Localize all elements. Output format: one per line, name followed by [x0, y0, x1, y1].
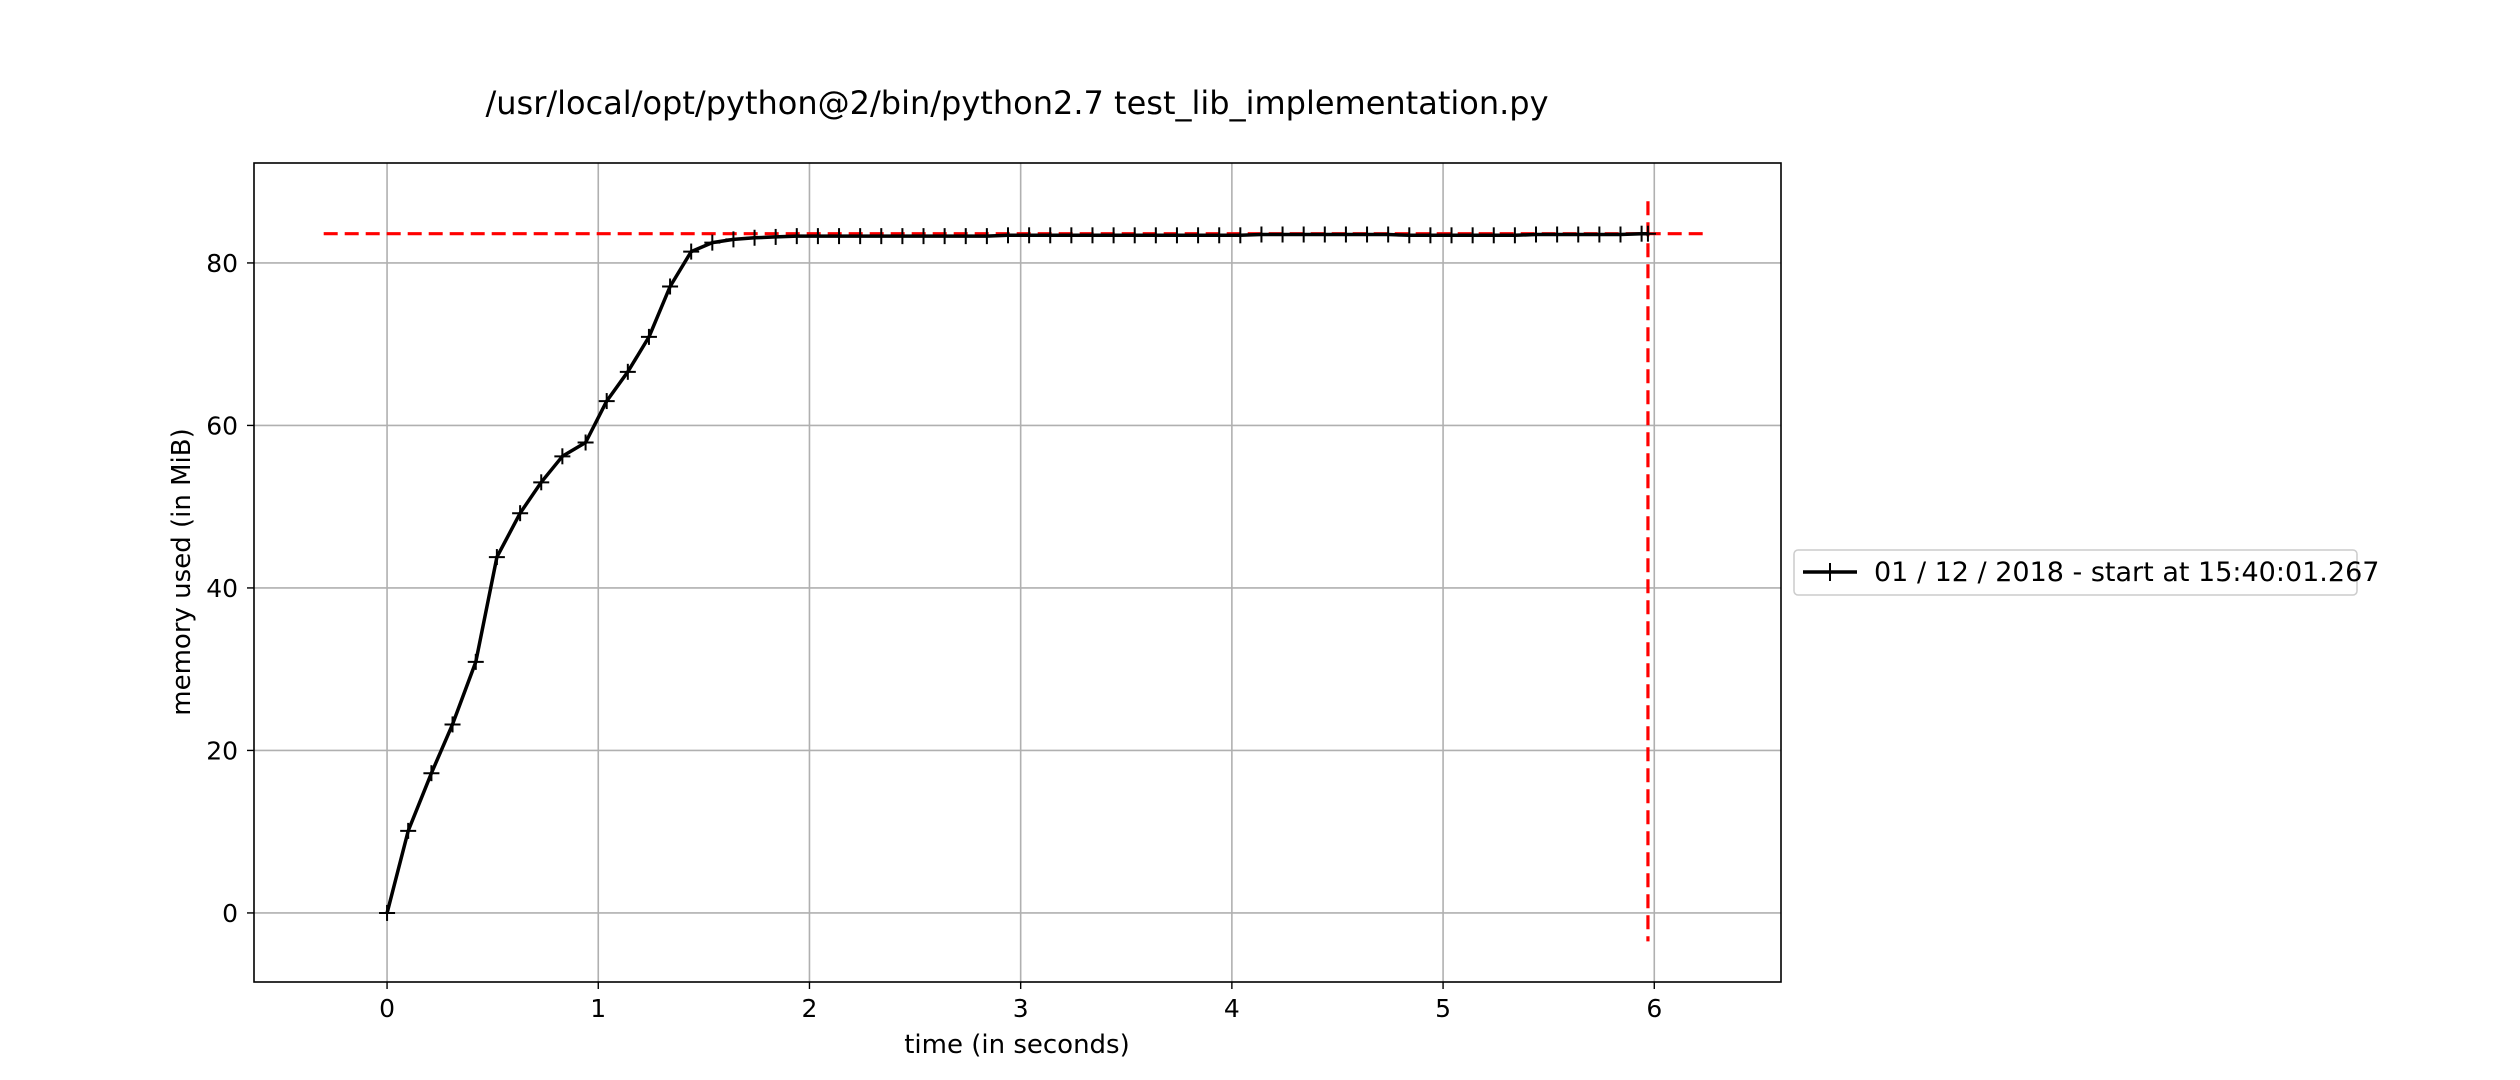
x-tick-label: 6 [1646, 994, 1662, 1023]
data-point-marker [619, 363, 636, 380]
x-tick-label: 1 [590, 994, 606, 1023]
data-point-marker [598, 393, 615, 410]
data-point-marker [852, 228, 869, 245]
data-point-marker [1105, 227, 1122, 244]
data-point-marker [488, 549, 505, 566]
data-point-marker [1274, 226, 1291, 243]
data-point-marker [1042, 227, 1059, 244]
data-point-marker [1359, 226, 1376, 243]
data-point-marker [978, 228, 995, 245]
data-point-marker [1443, 227, 1460, 244]
data-point-marker [1337, 226, 1354, 243]
data-point-marker [662, 278, 679, 295]
data-point-marker [1401, 227, 1418, 244]
data-point-marker [1253, 226, 1270, 243]
data-point-marker [554, 448, 571, 465]
data-point-marker [577, 434, 594, 451]
data-point-marker [725, 231, 742, 248]
data-point-marker [1506, 227, 1523, 244]
data-point-marker [1211, 227, 1228, 244]
data-point-marker [1591, 226, 1608, 243]
data-point-marker [809, 228, 826, 245]
x-tick-label: 0 [379, 994, 395, 1023]
data-point-marker [1639, 225, 1656, 242]
data-point-marker [1232, 227, 1249, 244]
data-point-marker [1485, 227, 1502, 244]
data-point-marker [1612, 226, 1629, 243]
y-tick-label: 20 [206, 736, 238, 765]
y-tick-label: 0 [222, 899, 238, 928]
data-point-marker [915, 228, 932, 245]
x-axis-label: time (in seconds) [904, 1030, 1130, 1060]
grid-lines [254, 163, 1781, 982]
data-point-marker [423, 765, 440, 782]
x-tick-label: 2 [802, 994, 818, 1023]
data-point-marker [1295, 226, 1312, 243]
legend-box [1793, 549, 2358, 596]
data-point-marker [512, 505, 529, 522]
data-point-marker [1063, 227, 1080, 244]
data-point-marker [1464, 227, 1481, 244]
data-point-marker [1147, 227, 1164, 244]
data-point-marker [873, 228, 890, 245]
y-axis-label: memory used (in MiB) [167, 428, 197, 715]
series-layer [379, 225, 1656, 921]
data-point-marker [936, 228, 953, 245]
data-point-marker [894, 228, 911, 245]
data-point-marker [767, 228, 784, 245]
data-point-marker [400, 822, 417, 839]
data-point-marker [1422, 227, 1439, 244]
data-point-marker [1549, 226, 1566, 243]
data-point-marker [683, 243, 700, 260]
x-tick-label: 4 [1224, 994, 1240, 1023]
data-point-marker [1190, 227, 1207, 244]
y-tick-label: 80 [206, 249, 238, 278]
data-point-marker [788, 228, 805, 245]
legend: 01 / 12 / 2018 - start at 15:40:01.267 [1793, 549, 2379, 596]
data-point-marker [379, 904, 396, 921]
data-point-marker [1570, 226, 1587, 243]
y-tick-label: 60 [206, 411, 238, 440]
data-point-marker [1084, 227, 1101, 244]
data-point-marker [1380, 226, 1397, 243]
data-point-marker [1168, 227, 1185, 244]
x-tick-label: 3 [1013, 994, 1029, 1023]
data-point-marker [957, 228, 974, 245]
data-point-marker [999, 227, 1016, 244]
data-point-marker [746, 229, 763, 246]
data-point-marker [1126, 227, 1143, 244]
chart-title: /usr/local/opt/python@2/bin/python2.7 te… [485, 84, 1548, 122]
data-point-marker [1316, 226, 1333, 243]
data-point-marker [704, 234, 721, 251]
reference-lines [323, 201, 1710, 942]
data-point-marker [444, 716, 461, 733]
data-point-marker [467, 653, 484, 670]
data-point-marker [831, 228, 848, 245]
data-point-marker [1528, 226, 1545, 243]
data-point-marker [533, 474, 550, 491]
data-point-marker [640, 328, 657, 345]
plot-frame [253, 162, 1782, 983]
x-tick-label: 5 [1435, 994, 1451, 1023]
legend-label: 01 / 12 / 2018 - start at 15:40:01.267 [1874, 557, 2379, 588]
y-tick-label: 40 [206, 574, 238, 603]
data-point-marker [1021, 227, 1038, 244]
